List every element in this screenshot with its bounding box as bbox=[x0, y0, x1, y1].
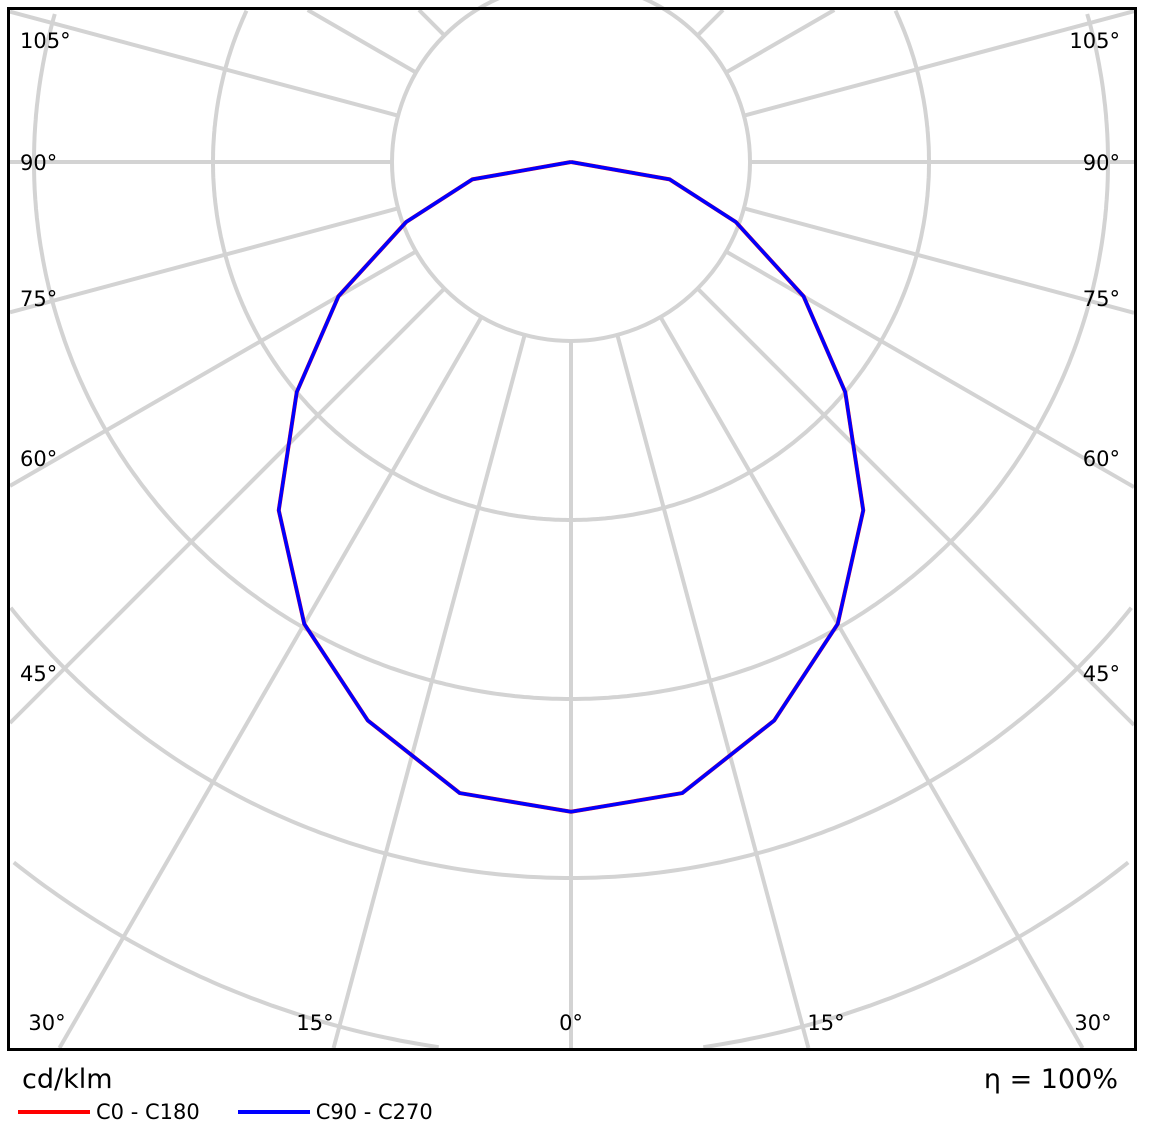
angle-label-left: 105° bbox=[20, 29, 71, 53]
curves bbox=[276, 160, 866, 814]
angle-label-left: 90° bbox=[20, 151, 57, 175]
series-curve-c90-c270 bbox=[277, 160, 865, 814]
grid-ring-inner bbox=[390, 0, 752, 343]
angle-label-right: 45° bbox=[1083, 662, 1120, 686]
grid-spoke bbox=[9, 249, 417, 488]
grid-ring bbox=[9, 606, 571, 880]
legend-label-c0: C0 - C180 bbox=[96, 1100, 200, 1124]
plot-frame bbox=[7, 7, 1137, 1051]
grid-spoke bbox=[658, 316, 1085, 1050]
grid-spoke bbox=[725, 249, 1135, 489]
angle-label-left: 60° bbox=[20, 447, 57, 471]
legend: C0 - C180 C90 - C270 bbox=[18, 1100, 433, 1124]
grid-ring bbox=[12, 860, 440, 1050]
legend-label-c90: C90 - C270 bbox=[315, 1100, 433, 1124]
grid-ring bbox=[571, 13, 1110, 701]
angle-labels: 105° 105° 90° 90° 75° 75° 60° 60° 45° 45° 30° 15° 0°… bbox=[20, 29, 1120, 1035]
grid-ring bbox=[571, 606, 1133, 880]
grid-spoke bbox=[725, 8, 836, 75]
angle-label-bottom: 15° bbox=[807, 1011, 844, 1035]
angle-label-left: 45° bbox=[20, 662, 57, 686]
grid-spoke bbox=[57, 316, 484, 1050]
angle-label-right: 60° bbox=[1083, 447, 1120, 471]
grid-spoke bbox=[417, 8, 446, 37]
grid-ring bbox=[571, 9, 931, 522]
grid-spoke bbox=[743, 9, 1135, 118]
grid-spoke bbox=[9, 206, 399, 315]
angle-label-left: 75° bbox=[20, 287, 57, 311]
grid-spoke bbox=[306, 8, 417, 75]
grid-ring bbox=[32, 13, 571, 701]
grid-ring bbox=[211, 9, 571, 522]
legend-swatch-c90 bbox=[237, 1110, 310, 1114]
grid-spoke bbox=[743, 206, 1135, 315]
efficiency-label: η = 100% bbox=[983, 1064, 1118, 1095]
angle-label-bottom: 15° bbox=[296, 1011, 333, 1035]
grid-spoke bbox=[696, 287, 1136, 727]
angle-label-bottom: 0° bbox=[559, 1011, 583, 1035]
angle-label-right: 105° bbox=[1069, 29, 1120, 53]
angle-label-bottom: 30° bbox=[28, 1011, 65, 1035]
angle-label-right: 90° bbox=[1083, 151, 1120, 175]
polar-grid bbox=[8, 0, 1136, 1050]
grid-ring bbox=[702, 860, 1130, 1050]
grid-spoke bbox=[8, 287, 446, 725]
angle-label-bottom: 30° bbox=[1074, 1011, 1111, 1035]
unit-label: cd/klm bbox=[22, 1064, 113, 1095]
grid-spoke bbox=[331, 334, 527, 1049]
grid-spoke bbox=[9, 9, 399, 118]
grid-spoke bbox=[696, 8, 725, 37]
legend-swatch-c0 bbox=[18, 1110, 90, 1114]
grid-spoke bbox=[615, 334, 811, 1049]
angle-label-right: 75° bbox=[1083, 287, 1120, 311]
